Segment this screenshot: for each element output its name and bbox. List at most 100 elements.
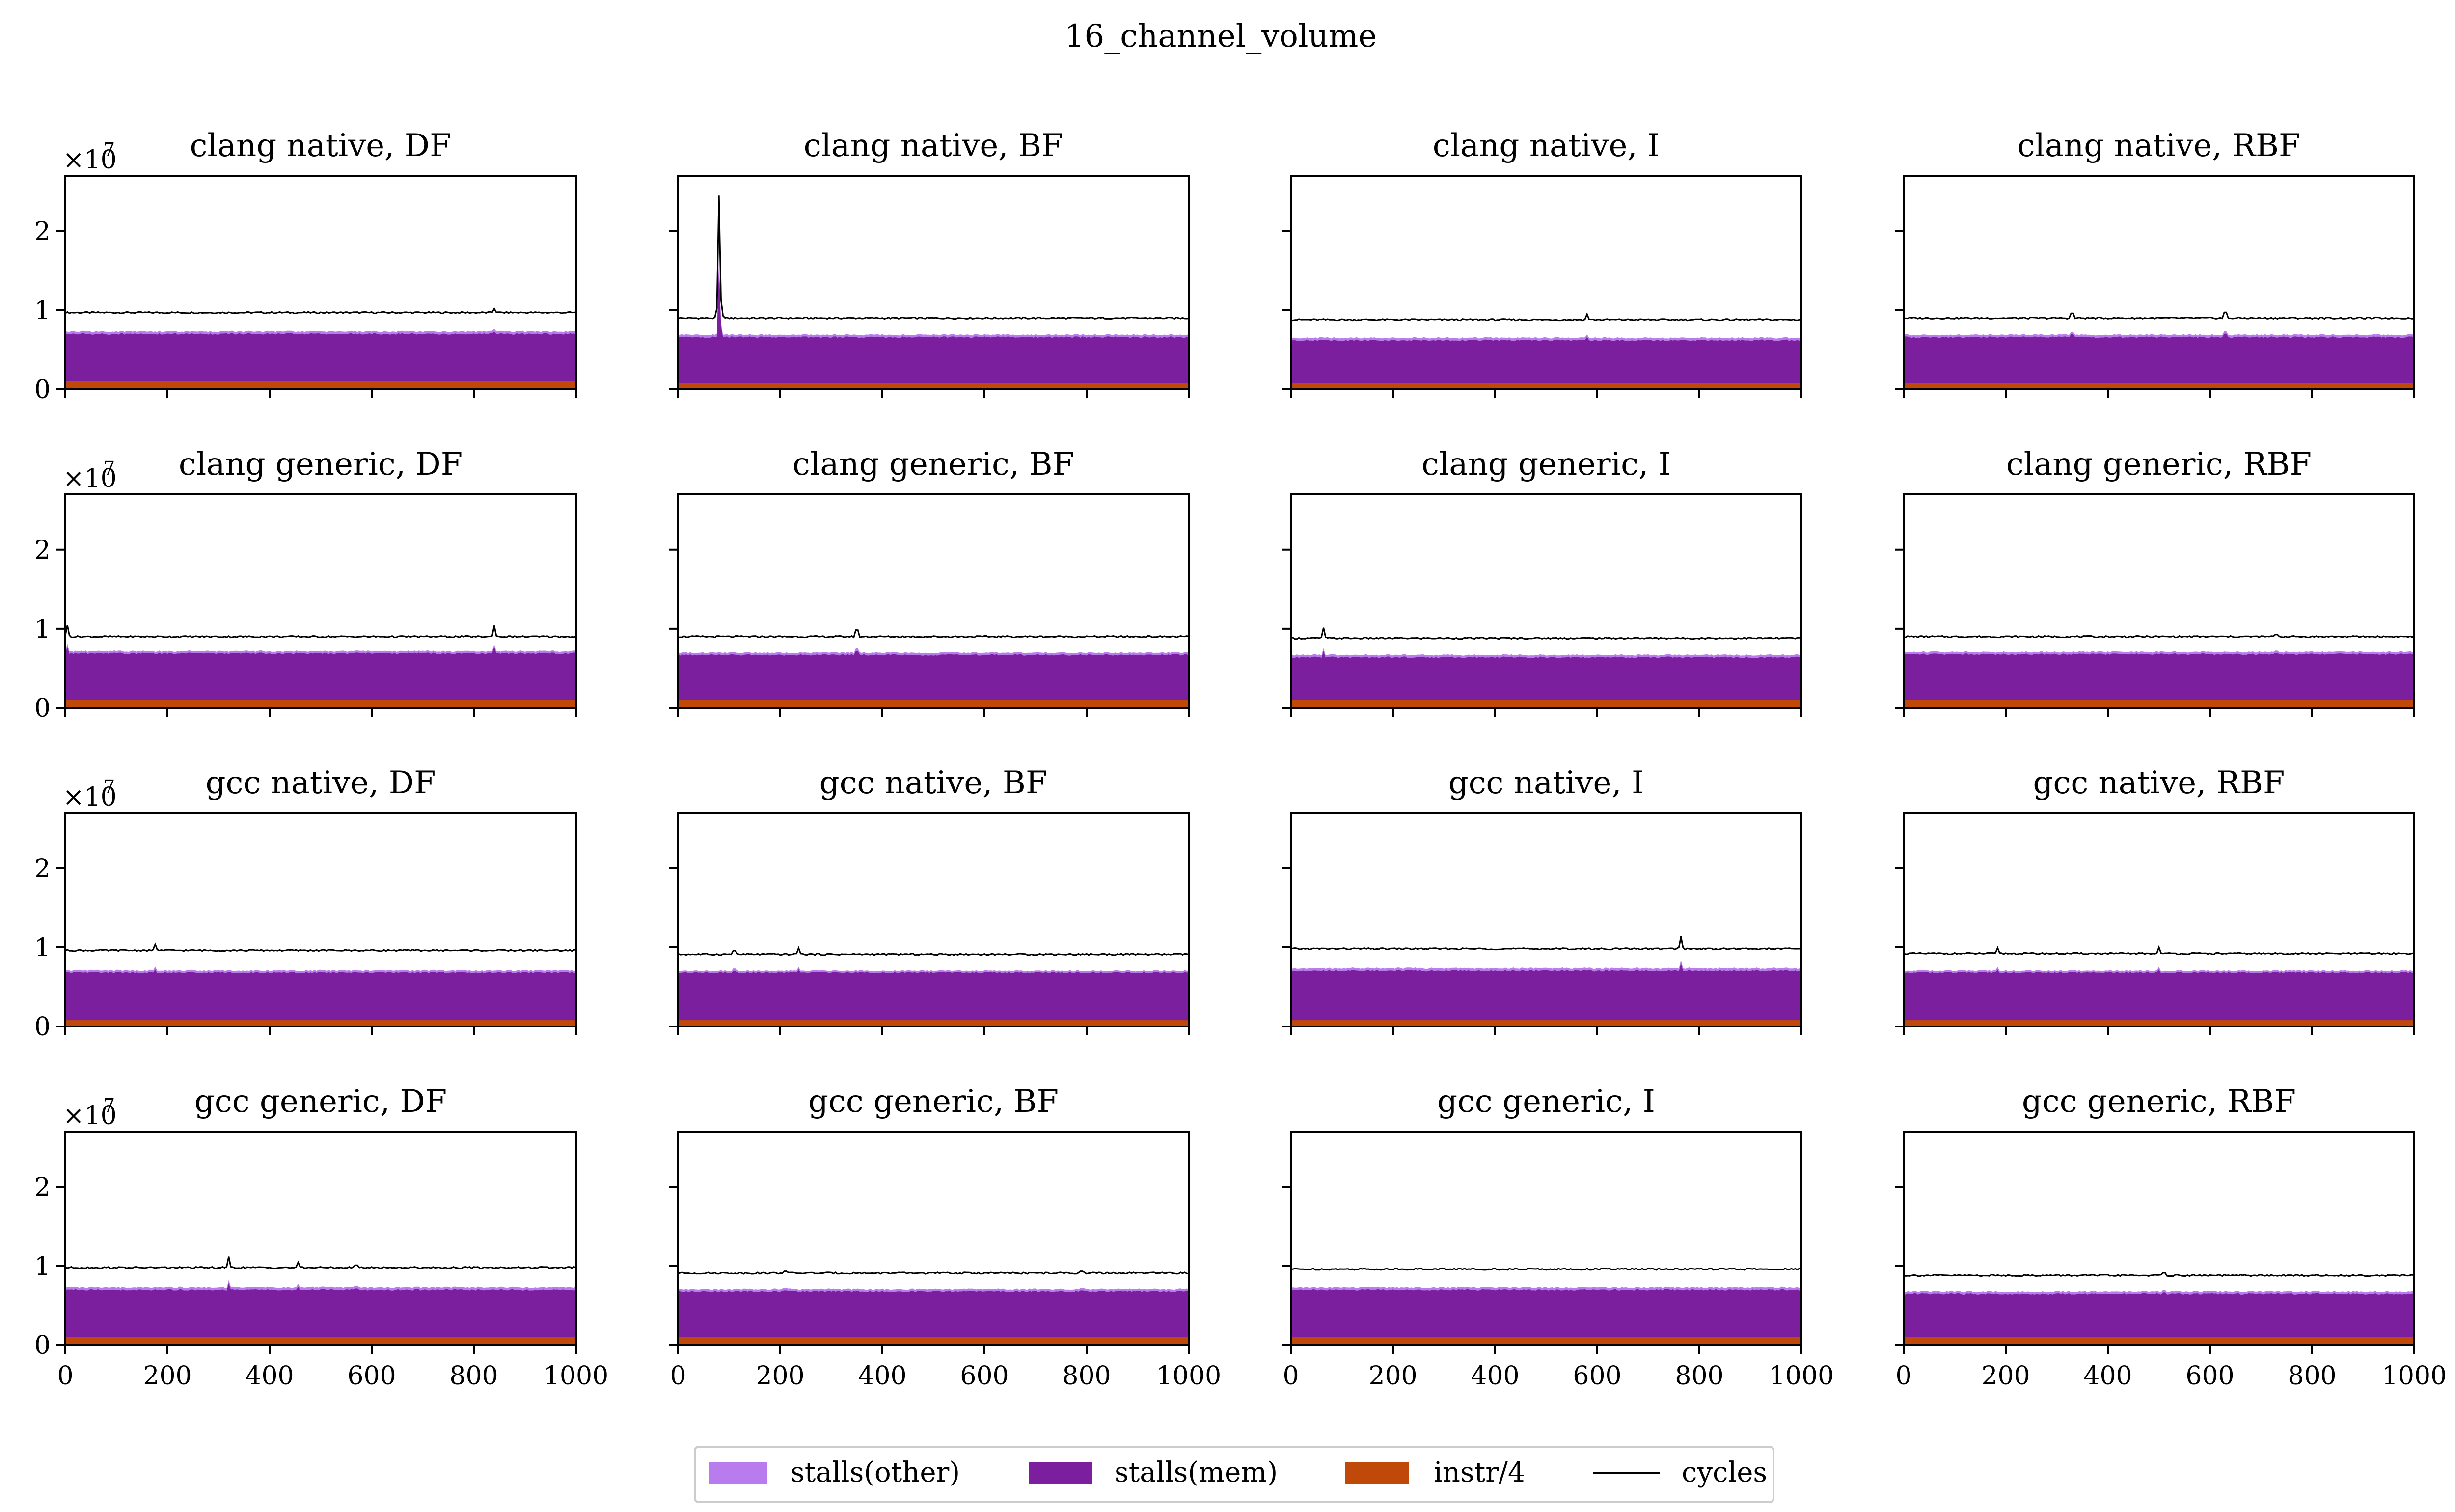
axes-frame [1290, 175, 1802, 390]
plot-area [1904, 945, 2414, 1026]
panel-title: clang native, DF [190, 128, 452, 164]
plot-area [678, 195, 1189, 389]
x-tick-label: 400 [858, 1361, 906, 1391]
stalls-other-area [65, 966, 576, 974]
legend-frame [694, 1446, 1774, 1503]
plot-area [1291, 1267, 1801, 1345]
offset-label: ×10 [63, 1101, 117, 1131]
y-tick-label: 1 [34, 1252, 51, 1281]
axes-frame [64, 175, 577, 390]
instr-area [65, 700, 576, 708]
panel: gcc generic, BF 0 200 400 600 800 1000 [669, 1083, 1221, 1391]
panel-title: gcc native, I [1448, 765, 1644, 801]
instr-area [65, 381, 576, 389]
x-tick-label: 400 [2083, 1361, 2132, 1391]
stalls-mem-area [1291, 651, 1801, 708]
y-tick-label: 2 [34, 217, 51, 246]
stalls-mem-area [65, 331, 576, 389]
instr-area [65, 1337, 576, 1345]
instr-area [678, 700, 1189, 708]
legend-label-stalls-other: stalls(other) [791, 1457, 960, 1488]
stalls-other-area [1291, 648, 1801, 658]
panel: clang native, I [1282, 128, 1802, 398]
panel: gcc native, DF 0 1 2 ×107 [34, 765, 577, 1042]
instr-area [1291, 700, 1801, 708]
x-tick-label: 1000 [1156, 1361, 1221, 1391]
stalls-mem-area [65, 1283, 576, 1345]
legend-swatch-stalls-mem [1029, 1462, 1092, 1484]
stalls-mem-area [65, 646, 576, 708]
y-tick-label: 2 [34, 536, 51, 565]
x-tick-label: 200 [1981, 1361, 2030, 1391]
stalls-other-area [1904, 650, 2414, 655]
instr-area [678, 1020, 1189, 1026]
panel-title: gcc generic, RBF [2022, 1083, 2296, 1120]
panel-title: clang generic, RBF [2006, 446, 2312, 483]
x-tick-label: 0 [1282, 1361, 1299, 1391]
panel-title: gcc generic, I [1437, 1083, 1655, 1120]
panel: gcc generic, DF 0 1 2 0 200 400 600 800 1000 ×107 [34, 1083, 608, 1391]
cycles-line [65, 625, 576, 639]
cycles-line [1291, 312, 1801, 322]
figure-title: 16_channel_volume [1064, 18, 1377, 54]
panel: clang generic, BF [669, 446, 1190, 717]
instr-area [678, 1337, 1189, 1345]
instr-area [1904, 700, 2414, 708]
stalls-other-area [65, 329, 576, 335]
axes-frame [1903, 493, 2415, 709]
stalls-mem-area [678, 969, 1189, 1026]
x-tick-label: 1000 [2382, 1361, 2447, 1391]
plot-area [1291, 936, 1801, 1026]
offset-exponent: 7 [103, 776, 115, 798]
cycles-line [65, 942, 576, 952]
y-tick-label: 2 [34, 1173, 51, 1202]
axes-frame [64, 1131, 577, 1346]
panel: gcc native, RBF [1895, 765, 2415, 1035]
x-tick-label: 800 [1062, 1361, 1111, 1391]
stalls-mem-area [1904, 969, 2414, 1026]
cycles-line [678, 629, 1189, 639]
panel-title: clang native, BF [804, 128, 1064, 164]
axes-frame [64, 493, 577, 709]
offset-exponent: 7 [103, 1095, 115, 1116]
stalls-mem-area [678, 263, 1189, 389]
cycles-line [1904, 311, 2414, 320]
stalls-other-area [1904, 331, 2414, 338]
stalls-mem-area [678, 1290, 1189, 1345]
stalls-mem-area [1291, 1289, 1801, 1345]
panel-title: clang generic, I [1421, 446, 1671, 483]
stalls-other-area [678, 648, 1189, 656]
plot-area [678, 629, 1189, 708]
y-tick-label: 1 [34, 296, 51, 325]
cycles-line [1904, 634, 2414, 639]
plot-area [65, 625, 576, 708]
y-tick-label: 0 [34, 1331, 51, 1360]
panel: clang native, BF [669, 128, 1190, 398]
instr-area [1904, 383, 2414, 389]
offset-label: ×10 [63, 783, 117, 812]
instr-area [65, 1020, 576, 1026]
plot-area [1291, 627, 1801, 708]
panel: gcc generic, RBF 0 200 400 600 800 1000 [1895, 1083, 2447, 1391]
legend-swatch-stalls-other [709, 1462, 767, 1484]
legend-label-stalls-mem: stalls(mem) [1115, 1457, 1278, 1488]
cycles-line [1904, 945, 2414, 956]
stalls-other-area [1291, 960, 1801, 972]
plot-area [65, 942, 576, 1026]
panel: gcc native, BF [669, 765, 1190, 1035]
cycles-line [1904, 1272, 2414, 1277]
offset-label: ×10 [63, 145, 117, 175]
plot-area [1904, 634, 2414, 708]
stalls-other-area [678, 257, 1189, 338]
instr-area [1904, 1020, 2414, 1026]
x-tick-label: 200 [1368, 1361, 1417, 1391]
stalls-other-area [65, 644, 576, 654]
x-tick-label: 200 [756, 1361, 804, 1391]
x-tick-label: 0 [57, 1361, 73, 1391]
stalls-other-area [65, 1280, 576, 1291]
stalls-mem-area [1291, 337, 1801, 389]
x-tick-label: 0 [1895, 1361, 1911, 1391]
panel-title: clang generic, DF [179, 446, 463, 483]
